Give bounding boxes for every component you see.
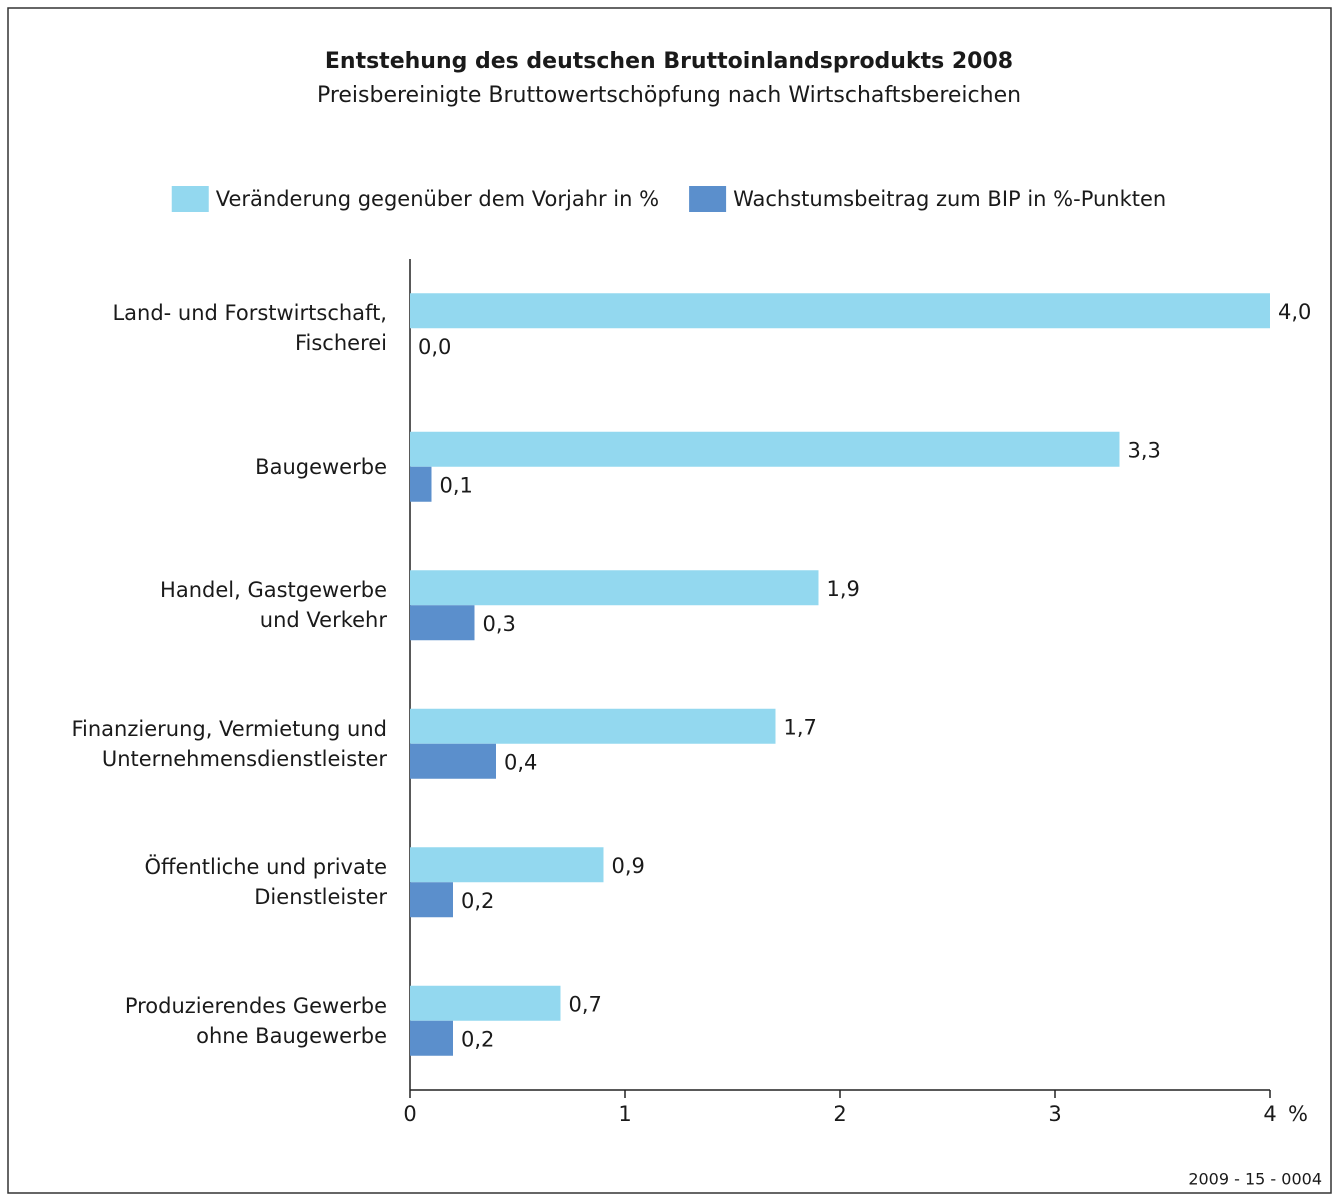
value-label: 0,0 (418, 335, 451, 359)
bar (410, 708, 776, 744)
x-tick-label: 4 (1263, 1102, 1276, 1126)
category-label: Handel, Gastgewerbe und Verkehr (160, 578, 387, 633)
footnote: 2009 - 15 - 0004 (1188, 1170, 1322, 1189)
value-label: 1,9 (827, 577, 860, 601)
x-tick-label: 1 (618, 1102, 631, 1126)
x-tick-label: 2 (833, 1102, 846, 1126)
category-label: Land- und Forstwirtschaft, Fischerei (112, 301, 387, 356)
value-label: 0,2 (461, 889, 494, 913)
value-label: 1,7 (784, 715, 817, 739)
bar (410, 743, 496, 779)
bar (410, 466, 432, 502)
value-label: 0,4 (504, 750, 537, 774)
x-tick-label: 3 (1048, 1102, 1061, 1126)
value-label: 0,1 (440, 473, 473, 497)
bar (410, 431, 1120, 467)
chart-subtitle: Preisbereinigte Bruttowertschöpfung nach… (317, 83, 1021, 108)
value-label: 3,3 (1128, 438, 1161, 462)
legend-swatch (171, 186, 209, 212)
chart-title: Entstehung des deutschen Bruttoinlandspr… (325, 49, 1013, 74)
value-label: 4,0 (1278, 300, 1311, 324)
bar (410, 847, 604, 883)
value-label: 0,2 (461, 1027, 494, 1051)
bar (410, 1020, 453, 1056)
category-label: Öffentliche und private Dienstleister (144, 855, 387, 910)
legend-label: Wachstumsbeitrag zum BIP in %-Punkten (733, 187, 1166, 211)
bar (410, 605, 475, 641)
frame (7, 7, 1332, 1194)
x-axis-label: % (1288, 1102, 1308, 1126)
bar (410, 985, 561, 1021)
bar (410, 293, 1270, 329)
legend-label: Veränderung gegenüber dem Vorjahr in % (216, 187, 659, 211)
legend-swatch (689, 186, 727, 212)
bar (410, 882, 453, 918)
bar (410, 570, 819, 606)
value-label: 0,7 (569, 992, 602, 1016)
x-tick-label: 0 (403, 1102, 416, 1126)
category-label: Baugewerbe (255, 454, 387, 479)
category-label: Produzierendes Gewerbe ohne Baugewerbe (124, 993, 387, 1048)
category-label: Finanzierung, Vermietung und Unternehmen… (71, 716, 387, 771)
value-label: 0,3 (483, 612, 516, 636)
value-label: 0,9 (612, 854, 645, 878)
